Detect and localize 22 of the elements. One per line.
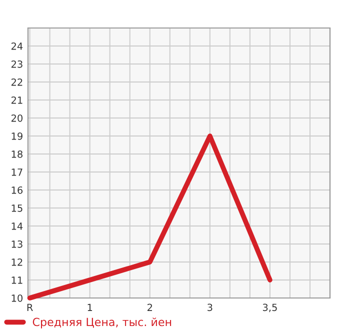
y-tick-label: 13	[12, 240, 22, 248]
x-tick-label: 2	[148, 304, 152, 311]
y-tick-label: 23	[11, 60, 22, 68]
y-tick-label: 21	[11, 96, 22, 104]
y-tick-label: 20	[11, 114, 22, 122]
y-tick-label: 18	[12, 150, 22, 158]
line-series	[27, 134, 272, 300]
y-tick-label: 12	[12, 258, 22, 266]
legend-label: Средняя Цена, тыс. йен	[32, 318, 172, 328]
y-tick-label: 22	[11, 78, 22, 86]
y-tick-label: 11	[12, 276, 22, 284]
y-tick-label: 17	[12, 168, 22, 176]
y-tick-label: 14	[12, 222, 23, 230]
y-tick-label: 15	[12, 204, 22, 212]
y-tick-label: 24	[11, 42, 23, 50]
x-tick-label: R	[27, 304, 33, 311]
y-tick-label: 19	[12, 132, 22, 140]
x-tick-label: 3	[208, 304, 212, 312]
x-tick-label: 3,5	[262, 304, 277, 312]
x-tick-label: 1	[88, 304, 92, 311]
y-tick-label: 16	[12, 186, 23, 194]
y-tick-label: 10	[12, 294, 22, 302]
